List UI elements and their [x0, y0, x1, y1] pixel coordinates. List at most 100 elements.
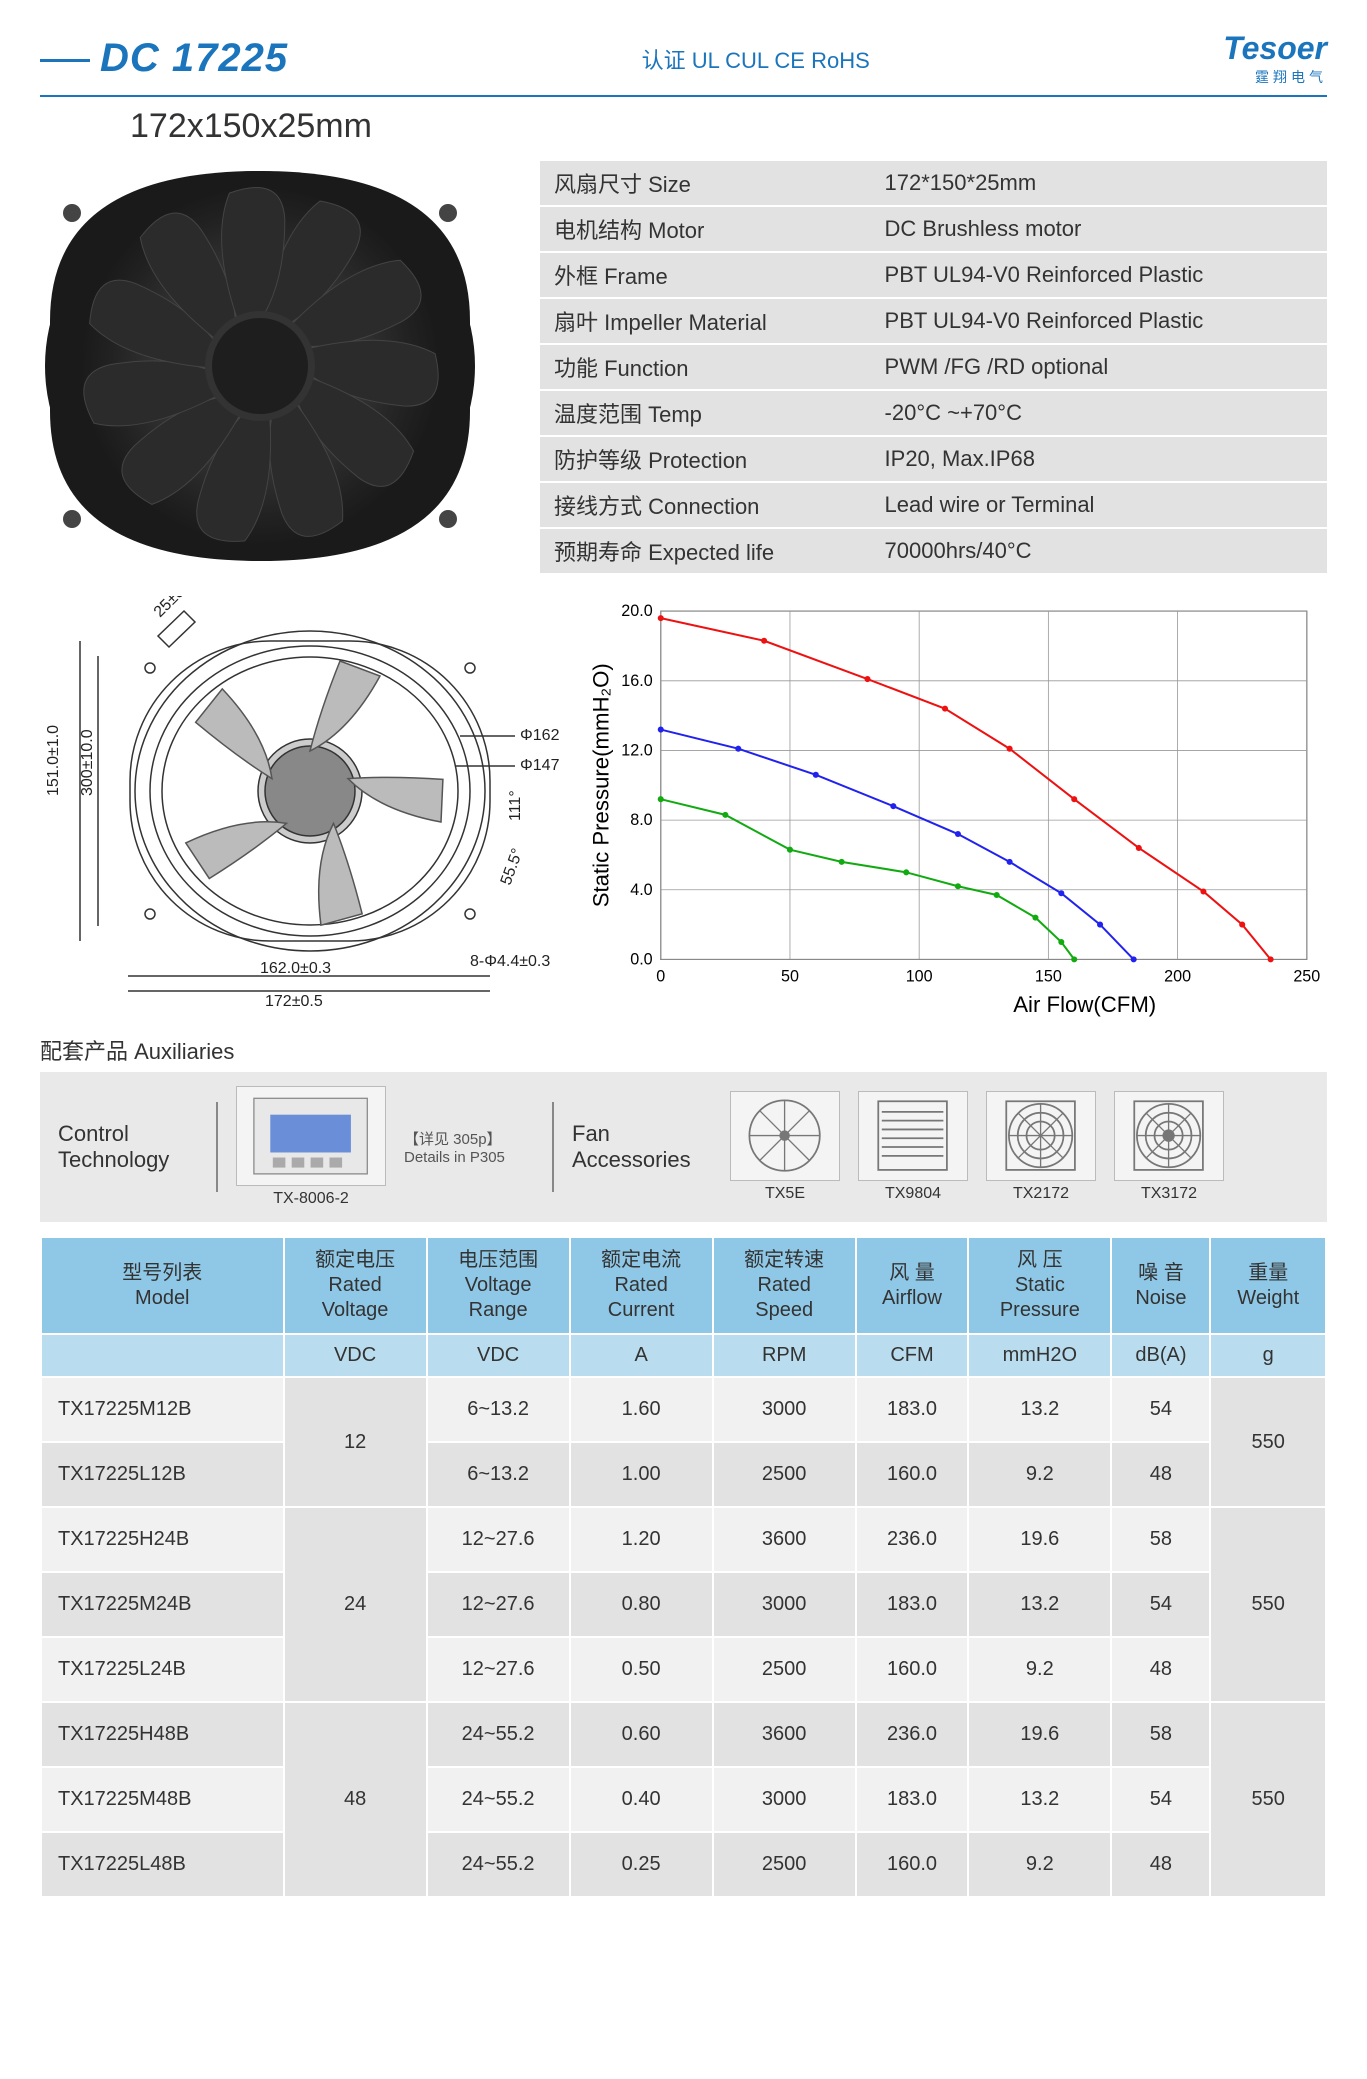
cell-cfm: 160.0: [856, 1832, 969, 1897]
logo-main: Tesoer: [1223, 30, 1327, 67]
spec-key: 外框 Frame: [540, 252, 871, 298]
cell-sp: 19.6: [968, 1702, 1111, 1767]
col-unit: mmH2O: [968, 1334, 1111, 1377]
cell-rpm: 2500: [713, 1637, 856, 1702]
spec-key: 风扇尺寸 Size: [540, 161, 871, 206]
col-unit: dB(A): [1111, 1334, 1210, 1377]
header-rule: [40, 95, 1327, 97]
svg-text:55.5°: 55.5°: [498, 846, 527, 887]
cell-weight: 550: [1210, 1702, 1326, 1897]
spec-key: 防护等级 Protection: [540, 436, 871, 482]
cert-text: 认证 UL CUL CE RoHS: [642, 43, 870, 75]
cell-sp: 19.6: [968, 1507, 1111, 1572]
col-unit: RPM: [713, 1334, 856, 1377]
acc-tx5e: TX5E: [730, 1091, 840, 1203]
dimensions-title: 172x150x25mm: [130, 107, 1327, 146]
cell-cfm: 183.0: [856, 1572, 969, 1637]
spec-table: 风扇尺寸 Size172*150*25mm电机结构 MotorDC Brushl…: [540, 161, 1327, 575]
control-module: TX-8006-2: [236, 1086, 386, 1208]
spec-val: PWM /FG /RD optional: [871, 344, 1327, 390]
spec-val: PBT UL94-V0 Reinforced Plastic: [871, 252, 1327, 298]
cell-db: 54: [1111, 1767, 1210, 1832]
performance-chart: 0501001502002500.04.08.012.016.020.0Stat…: [580, 596, 1327, 1016]
svg-text:300±10.0: 300±10.0: [79, 729, 96, 796]
cell-current: 1.20: [570, 1507, 713, 1572]
cell-voltage: 24: [284, 1507, 427, 1702]
control-note: 【详见 305p】 Details in P305: [404, 1128, 534, 1166]
fan-photo: [40, 161, 480, 571]
cell-range: 24~55.2: [427, 1767, 570, 1832]
cell-rpm: 3000: [713, 1572, 856, 1637]
cell-db: 58: [1111, 1507, 1210, 1572]
spec-val: 70000hrs/40°C: [871, 528, 1327, 574]
svg-text:250: 250: [1293, 968, 1320, 986]
svg-text:50: 50: [781, 968, 799, 986]
cell-range: 24~55.2: [427, 1832, 570, 1897]
cell-range: 12~27.6: [427, 1507, 570, 1572]
col-unit: VDC: [284, 1334, 427, 1377]
cell-current: 0.60: [570, 1702, 713, 1767]
cell-range: 6~13.2: [427, 1442, 570, 1507]
col-unit: g: [1210, 1334, 1326, 1377]
cell-rpm: 2500: [713, 1442, 856, 1507]
model-data-table: 型号列表 Model额定电压 Rated Voltage电压范围 Voltage…: [40, 1236, 1327, 1898]
spec-key: 温度范围 Temp: [540, 390, 871, 436]
svg-text:0: 0: [656, 968, 665, 986]
cell-current: 0.80: [570, 1572, 713, 1637]
cell-range: 12~27.6: [427, 1637, 570, 1702]
cell-cfm: 236.0: [856, 1507, 969, 1572]
svg-text:200: 200: [1164, 968, 1191, 986]
cell-db: 58: [1111, 1702, 1210, 1767]
cell-model: TX17225H48B: [41, 1702, 284, 1767]
table-row: TX17225L24B12~27.60.502500160.09.248: [41, 1637, 1326, 1702]
svg-text:150: 150: [1035, 968, 1062, 986]
cell-sp: 9.2: [968, 1442, 1111, 1507]
cell-range: 12~27.6: [427, 1572, 570, 1637]
svg-text:0.0: 0.0: [630, 950, 652, 968]
spec-val: DC Brushless motor: [871, 206, 1327, 252]
cell-rpm: 3600: [713, 1702, 856, 1767]
cell-cfm: 183.0: [856, 1377, 969, 1442]
cell-current: 0.50: [570, 1637, 713, 1702]
cell-model: TX17225L24B: [41, 1637, 284, 1702]
cell-current: 0.25: [570, 1832, 713, 1897]
svg-text:151.0±1.0: 151.0±1.0: [45, 725, 62, 796]
cell-range: 6~13.2: [427, 1377, 570, 1442]
cell-rpm: 2500: [713, 1832, 856, 1897]
cell-db: 48: [1111, 1832, 1210, 1897]
spec-key: 功能 Function: [540, 344, 871, 390]
svg-text:111°: 111°: [507, 790, 524, 821]
col-unit: CFM: [856, 1334, 969, 1377]
cell-weight: 550: [1210, 1377, 1326, 1507]
col-header: 重量 Weight: [1210, 1237, 1326, 1334]
cell-rpm: 3000: [713, 1767, 856, 1832]
spec-val: PBT UL94-V0 Reinforced Plastic: [871, 298, 1327, 344]
aux-section-label: 配套产品 Auxiliaries: [40, 1034, 1327, 1066]
spec-key: 预期寿命 Expected life: [540, 528, 871, 574]
spec-val: 172*150*25mm: [871, 161, 1327, 206]
cell-db: 48: [1111, 1442, 1210, 1507]
svg-text:172±0.5: 172±0.5: [265, 993, 323, 1010]
table-row: TX17225L48B24~55.20.252500160.09.248: [41, 1832, 1326, 1897]
aux-bar: Control Technology TX-8006-2 【详见 305p】 D…: [40, 1072, 1327, 1222]
acc-tx2172: TX2172: [986, 1091, 1096, 1203]
cell-model: TX17225M24B: [41, 1572, 284, 1637]
acc-tx9804: TX9804: [858, 1091, 968, 1203]
spec-val: -20°C ~+70°C: [871, 390, 1327, 436]
model-title: DC 17225: [40, 36, 288, 81]
fan-acc-label: Fan Accessories: [572, 1121, 712, 1174]
col-unit: A: [570, 1334, 713, 1377]
svg-text:Air Flow(CFM): Air Flow(CFM): [1013, 992, 1156, 1017]
svg-text:8-Φ4.4±0.3: 8-Φ4.4±0.3: [470, 953, 550, 970]
cell-model: TX17225M48B: [41, 1767, 284, 1832]
cell-sp: 9.2: [968, 1637, 1111, 1702]
spec-key: 接线方式 Connection: [540, 482, 871, 528]
svg-text:Φ162.0: Φ162.0: [520, 727, 560, 744]
cell-db: 48: [1111, 1637, 1210, 1702]
table-row: TX17225M12B126~13.21.603000183.013.25455…: [41, 1377, 1326, 1442]
cell-weight: 550: [1210, 1507, 1326, 1702]
svg-text:8.0: 8.0: [630, 811, 652, 829]
acc-tx3172: TX3172: [1114, 1091, 1224, 1203]
col-unit: [41, 1334, 284, 1377]
svg-text:4.0: 4.0: [630, 881, 652, 899]
